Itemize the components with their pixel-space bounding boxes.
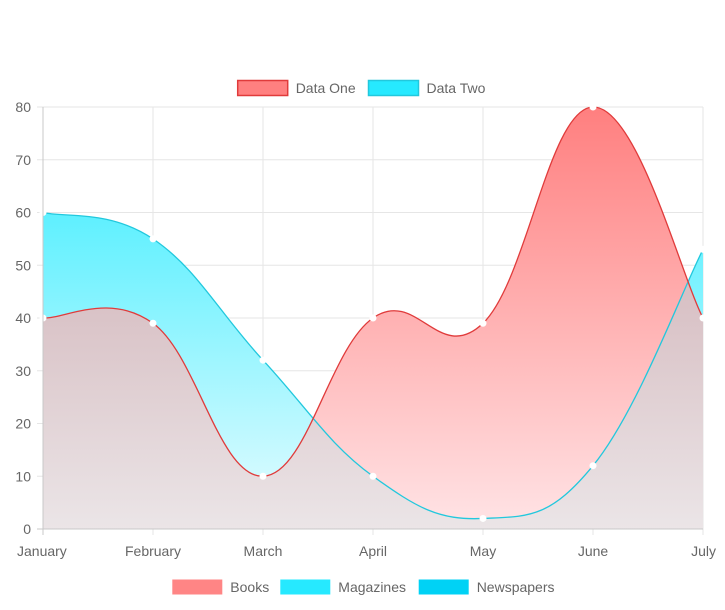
point-layer — [39, 103, 707, 522]
line-layer — [42, 106, 704, 520]
legend-item[interactable]: Data Two — [367, 79, 486, 97]
y-tick-label: 30 — [15, 363, 31, 379]
x-tick-label: June — [578, 543, 609, 559]
line-series-data-two — [42, 211, 704, 520]
legend-item[interactable]: Magazines — [280, 579, 406, 595]
legend-label: Data One — [296, 80, 356, 96]
y-tick-label: 80 — [15, 99, 31, 115]
point-data-one[interactable] — [479, 319, 487, 327]
point-data-two[interactable] — [259, 356, 267, 364]
x-tick-label: January — [17, 543, 67, 559]
point-data-two[interactable] — [589, 462, 597, 470]
legend-swatch — [418, 579, 469, 595]
point-data-two[interactable] — [149, 235, 157, 243]
point-data-one[interactable] — [699, 314, 707, 322]
y-tick-label: 10 — [15, 468, 31, 484]
legend-bottom: Books Magazines Newspapers — [172, 579, 555, 595]
x-tick-label: April — [359, 543, 387, 559]
point-data-one[interactable] — [259, 472, 267, 480]
axes: 0 10 20 30 40 50 60 70 80 January February March Apr… — [15, 99, 716, 559]
x-tick-label: July — [691, 543, 716, 559]
legend-swatch — [367, 79, 420, 97]
x-tick-label: March — [244, 543, 283, 559]
legend-item[interactable]: Data One — [236, 79, 356, 97]
point-data-two[interactable] — [699, 245, 707, 253]
legend-label: Books — [230, 579, 269, 595]
legend-item[interactable]: Books — [172, 579, 269, 595]
legend-swatch — [280, 579, 331, 595]
y-tick-label: 50 — [15, 257, 31, 273]
legend-label: Magazines — [338, 579, 406, 595]
y-tick-label: 20 — [15, 416, 31, 432]
area-layer — [43, 106, 703, 529]
x-tick-label: May — [470, 543, 496, 559]
y-tick-label: 70 — [15, 152, 31, 168]
legend-top: Data One Data Two — [236, 79, 486, 97]
point-data-two[interactable] — [479, 514, 487, 522]
legend-label: Data Two — [427, 80, 486, 96]
point-data-one[interactable] — [369, 314, 377, 322]
point-data-two[interactable] — [369, 472, 377, 480]
legend-label: Newspapers — [477, 579, 555, 595]
x-tick-label: February — [125, 543, 181, 559]
legend-swatch — [236, 79, 289, 97]
point-data-one[interactable] — [589, 103, 597, 111]
point-data-one[interactable] — [149, 319, 157, 327]
y-tick-label: 60 — [15, 205, 31, 221]
legend-item[interactable]: Newspapers — [418, 579, 555, 595]
y-tick-label: 0 — [23, 521, 31, 537]
y-tick-label: 40 — [15, 310, 31, 326]
legend-swatch — [172, 579, 223, 595]
line-series-data-one — [42, 106, 704, 477]
